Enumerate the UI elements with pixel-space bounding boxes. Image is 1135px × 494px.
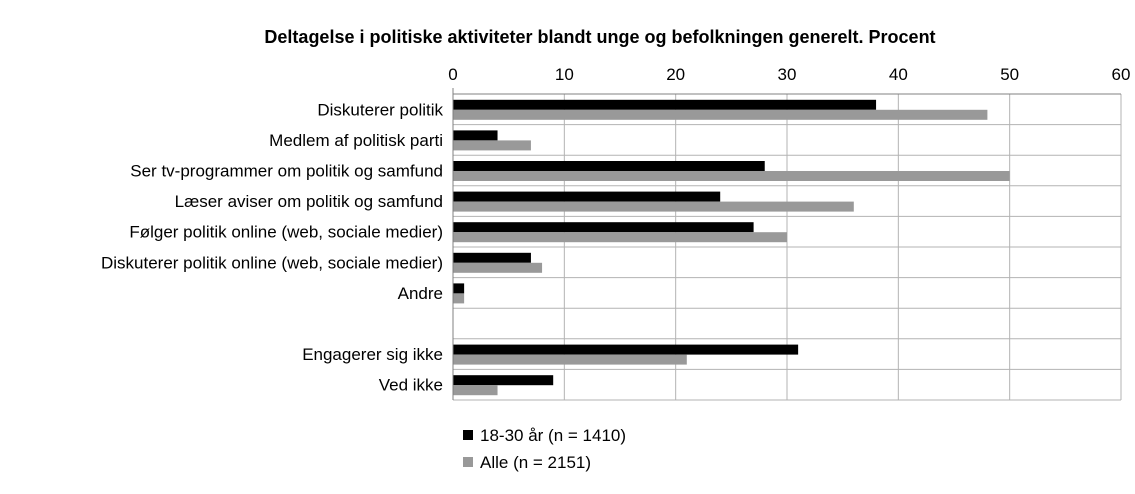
chart-title: Deltagelse i politiske aktiviteter bland…: [264, 27, 935, 47]
category-label: Diskuterer politik: [317, 100, 443, 119]
category-label: Engagerer sig ikke: [302, 345, 443, 364]
x-tick-label: 50: [1000, 65, 1019, 84]
bar-series-1: [453, 283, 465, 294]
bar-series-2: [453, 232, 787, 243]
bar-series-1: [453, 252, 531, 263]
category-label: Følger politik online (web, sociale medi…: [129, 223, 443, 242]
category-labels: Diskuterer politik Medlem af politisk par…: [101, 100, 444, 394]
gridlines: [452, 93, 1122, 401]
bar-series-2: [453, 262, 543, 273]
x-tick-label: 40: [889, 65, 908, 84]
legend: 18-30 år (n = 1410) Alle (n = 2151): [463, 426, 626, 472]
category-label: Ved ikke: [379, 376, 443, 395]
bar-series-2: [453, 171, 1010, 181]
category-label: Andre: [398, 284, 443, 303]
bar-series-2: [453, 140, 531, 151]
bar-series-1: [453, 344, 799, 355]
bar-series-1: [453, 161, 765, 171]
axis-frame: [452, 88, 1121, 400]
legend-label: 18-30 år (n = 1410): [480, 426, 626, 445]
bar-series-2: [453, 201, 854, 212]
bar-series-1: [453, 130, 498, 141]
x-tick-label: 10: [555, 65, 574, 84]
bar-series-1: [453, 99, 877, 110]
x-tick-label: 60: [1112, 65, 1131, 84]
x-tick-label: 0: [448, 65, 457, 84]
legend-swatch: [463, 457, 473, 467]
x-tick-label: 20: [666, 65, 685, 84]
category-label: Ser tv-programmer om politik og samfund: [130, 162, 443, 181]
bar-series-2: [453, 109, 988, 120]
bar-series-1: [453, 375, 554, 386]
category-label: Læser aviser om politik og samfund: [175, 192, 443, 211]
bar-series-1: [453, 222, 754, 233]
category-label: Diskuterer politik online (web, sociale …: [101, 253, 443, 272]
legend-label: Alle (n = 2151): [480, 453, 591, 472]
legend-swatch: [463, 430, 473, 440]
bar-series-2: [453, 293, 465, 304]
bar-series-2: [453, 385, 498, 396]
bars: [453, 99, 1010, 396]
x-axis-ticks: 0 10 20 30 40 50 60: [448, 65, 1130, 84]
x-tick-label: 30: [778, 65, 797, 84]
category-label: Medlem af politisk parti: [269, 131, 443, 150]
bar-series-2: [453, 354, 687, 365]
bar-series-1: [453, 191, 721, 202]
